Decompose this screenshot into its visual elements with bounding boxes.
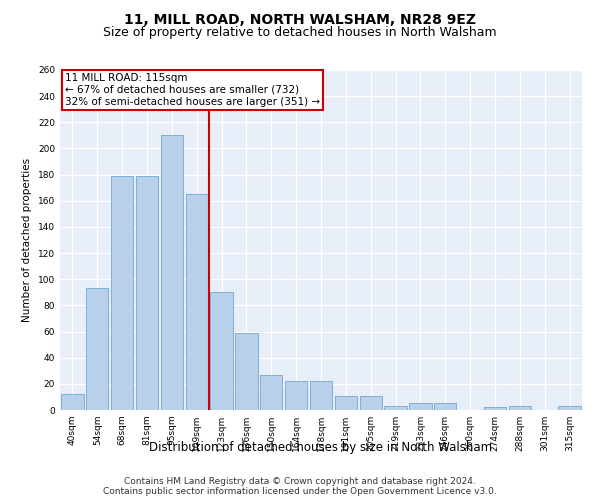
Bar bbox=[409, 404, 431, 410]
Bar bbox=[86, 288, 109, 410]
Bar bbox=[161, 136, 183, 410]
Bar bbox=[211, 292, 233, 410]
Text: 11, MILL ROAD, NORTH WALSHAM, NR28 9EZ: 11, MILL ROAD, NORTH WALSHAM, NR28 9EZ bbox=[124, 12, 476, 26]
Bar bbox=[335, 396, 357, 410]
Bar bbox=[509, 406, 531, 410]
Bar bbox=[484, 408, 506, 410]
Y-axis label: Number of detached properties: Number of detached properties bbox=[22, 158, 32, 322]
Bar bbox=[136, 176, 158, 410]
Bar bbox=[285, 381, 307, 410]
Bar bbox=[559, 406, 581, 410]
Bar bbox=[385, 406, 407, 410]
Bar bbox=[111, 176, 133, 410]
Bar bbox=[235, 333, 257, 410]
Bar bbox=[61, 394, 83, 410]
Bar bbox=[359, 396, 382, 410]
Text: Distribution of detached houses by size in North Walsham: Distribution of detached houses by size … bbox=[149, 441, 493, 454]
Text: Size of property relative to detached houses in North Walsham: Size of property relative to detached ho… bbox=[103, 26, 497, 39]
Bar bbox=[434, 404, 457, 410]
Bar bbox=[310, 381, 332, 410]
Text: Contains public sector information licensed under the Open Government Licence v3: Contains public sector information licen… bbox=[103, 486, 497, 496]
Text: 11 MILL ROAD: 115sqm
← 67% of detached houses are smaller (732)
32% of semi-deta: 11 MILL ROAD: 115sqm ← 67% of detached h… bbox=[65, 74, 320, 106]
Bar bbox=[185, 194, 208, 410]
Bar bbox=[260, 374, 283, 410]
Text: Contains HM Land Registry data © Crown copyright and database right 2024.: Contains HM Land Registry data © Crown c… bbox=[124, 476, 476, 486]
